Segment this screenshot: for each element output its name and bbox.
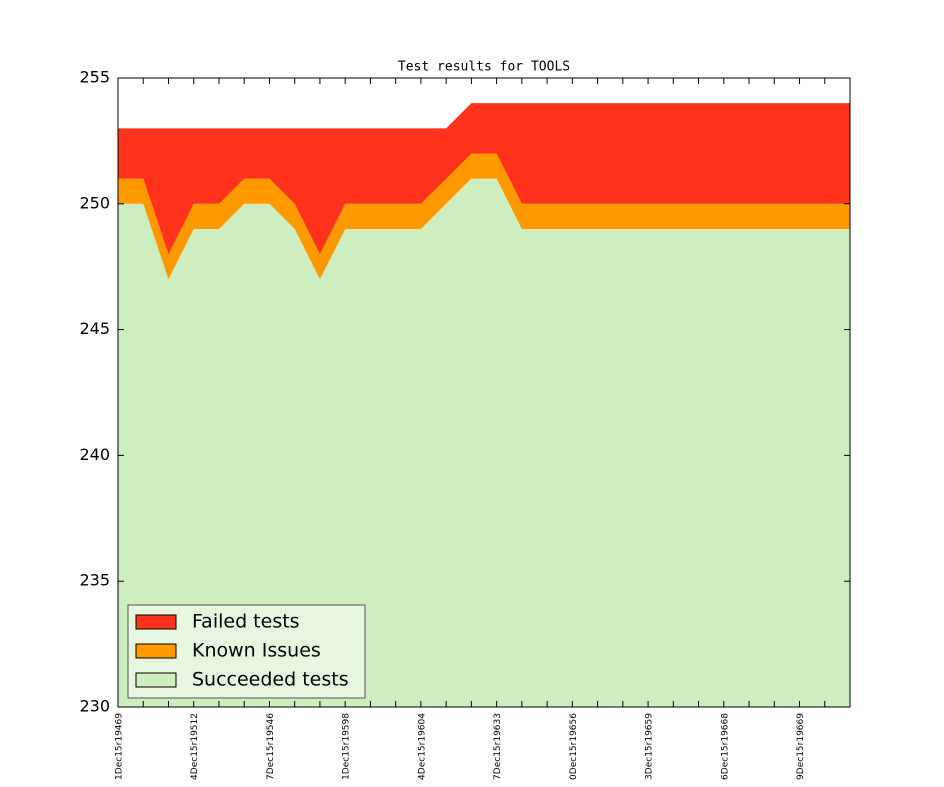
legend-swatch bbox=[135, 672, 177, 688]
x-tick-label: 9Dec15r19669 bbox=[796, 713, 806, 780]
x-tick-label: 1Dec15r19469 bbox=[115, 713, 125, 780]
y-tick-label: 230 bbox=[79, 697, 110, 716]
x-tick-label: 7Dec15r19546 bbox=[266, 713, 276, 780]
x-tick-label: 6Dec15r19668 bbox=[720, 713, 730, 780]
legend-swatch bbox=[135, 614, 177, 630]
y-tick-label: 255 bbox=[79, 68, 110, 87]
x-tick-label: 4Dec15r19512 bbox=[190, 713, 200, 780]
x-tick-label: 7Dec15r19633 bbox=[493, 713, 503, 780]
legend-label: Known Issues bbox=[192, 640, 321, 662]
y-tick-label: 250 bbox=[79, 193, 110, 212]
y-tick-label: 245 bbox=[79, 319, 110, 338]
y-tick-label: 240 bbox=[79, 445, 110, 464]
area bbox=[118, 153, 850, 280]
legend-label: Failed tests bbox=[192, 611, 300, 633]
x-tick-label: 4Dec15r19604 bbox=[417, 713, 427, 780]
area bbox=[118, 178, 850, 707]
x-tick-label: 3Dec15r19659 bbox=[645, 713, 655, 780]
x-tick-label: 0Dec15r19656 bbox=[569, 713, 579, 780]
legend-label: Succeeded tests bbox=[192, 669, 349, 691]
y-tick-label: 235 bbox=[79, 571, 110, 590]
legend-swatch bbox=[135, 643, 177, 659]
area bbox=[118, 103, 850, 255]
chart-title: Test results for TOOLS bbox=[398, 60, 570, 75]
plot-frame bbox=[117, 77, 851, 708]
x-tick-label: 1Dec15r19598 bbox=[342, 713, 352, 780]
